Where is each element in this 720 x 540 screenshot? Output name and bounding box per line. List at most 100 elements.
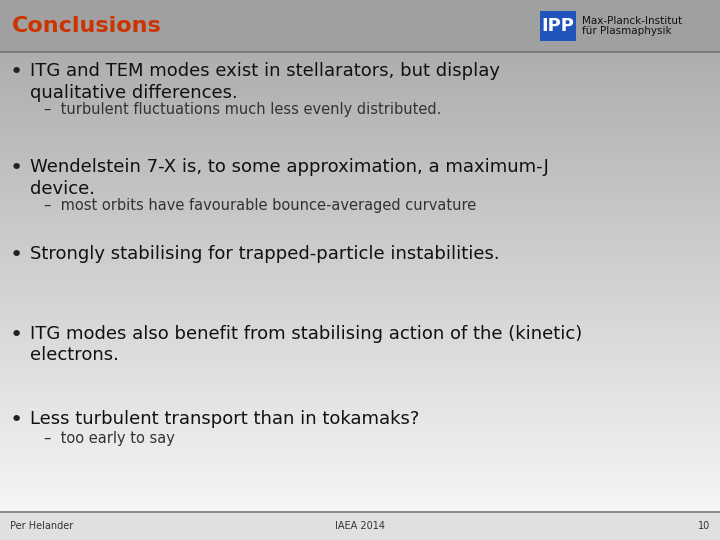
Bar <box>0 180 720 183</box>
Bar <box>0 155 720 158</box>
Bar <box>0 130 720 132</box>
Bar <box>0 309 720 312</box>
Bar <box>0 192 720 194</box>
Bar <box>0 176 720 179</box>
Text: •: • <box>9 62 22 82</box>
Bar <box>0 504 720 508</box>
Bar <box>0 424 720 427</box>
Bar <box>0 134 720 137</box>
Bar <box>0 339 720 342</box>
Bar <box>0 231 720 234</box>
Bar <box>0 173 720 176</box>
Text: für Plasmaphysik: für Plasmaphysik <box>582 26 672 36</box>
Bar <box>0 463 720 466</box>
Bar <box>0 312 720 314</box>
Bar <box>0 415 720 418</box>
Bar <box>0 123 720 126</box>
Bar <box>0 325 720 328</box>
Bar <box>0 197 720 199</box>
Bar <box>0 120 720 123</box>
Bar <box>0 461 720 464</box>
Bar <box>0 403 720 406</box>
Bar <box>0 206 720 208</box>
Bar <box>0 427 720 429</box>
Bar <box>0 235 720 238</box>
Bar <box>0 224 720 227</box>
Bar <box>0 332 720 335</box>
Bar <box>0 362 720 365</box>
Bar <box>0 95 720 98</box>
Text: Strongly stabilising for trapped-particle instabilities.: Strongly stabilising for trapped-particl… <box>30 245 500 263</box>
Text: Max-Planck-Institut: Max-Planck-Institut <box>582 16 682 25</box>
Bar <box>0 486 720 489</box>
Bar <box>0 284 720 287</box>
Bar <box>0 139 720 141</box>
Bar <box>0 208 720 211</box>
Bar <box>0 512 720 540</box>
Bar <box>0 226 720 229</box>
Bar <box>0 277 720 280</box>
Bar <box>0 245 720 247</box>
Bar <box>0 272 720 275</box>
Bar <box>0 65 720 68</box>
Bar <box>0 171 720 174</box>
Bar <box>0 70 720 73</box>
Bar <box>0 350 720 353</box>
Bar <box>0 222 720 225</box>
Bar <box>0 420 720 422</box>
Bar <box>0 254 720 256</box>
Bar <box>0 360 720 362</box>
Bar <box>0 337 720 340</box>
Bar <box>0 215 720 218</box>
Bar <box>0 378 720 381</box>
Bar <box>0 380 720 383</box>
Bar <box>0 482 720 484</box>
Bar <box>0 307 720 309</box>
Bar <box>0 502 720 505</box>
Bar <box>0 295 720 298</box>
Bar <box>0 132 720 135</box>
Bar <box>0 259 720 261</box>
Bar <box>0 157 720 160</box>
Bar <box>0 489 720 491</box>
Bar <box>0 484 720 487</box>
Bar <box>0 249 720 252</box>
Bar <box>0 252 720 254</box>
Bar <box>540 11 576 41</box>
Bar <box>0 194 720 197</box>
Bar <box>0 238 720 241</box>
Bar <box>0 472 720 475</box>
Bar <box>0 507 720 510</box>
Bar <box>0 387 720 390</box>
Bar <box>0 109 720 112</box>
Bar <box>0 298 720 300</box>
Bar <box>0 454 720 457</box>
Bar <box>0 169 720 172</box>
Bar <box>0 91 720 93</box>
Bar <box>0 116 720 119</box>
Text: •: • <box>9 158 22 178</box>
Bar <box>0 72 720 75</box>
Bar <box>0 440 720 443</box>
Bar <box>0 268 720 271</box>
Bar <box>0 456 720 459</box>
Bar <box>0 75 720 77</box>
Bar <box>0 137 720 139</box>
Text: •: • <box>9 410 22 430</box>
Bar <box>0 144 720 146</box>
Bar <box>0 399 720 402</box>
Bar <box>0 160 720 163</box>
Bar <box>0 314 720 316</box>
Bar <box>0 458 720 461</box>
Bar <box>0 477 720 480</box>
Bar <box>0 107 720 110</box>
Bar <box>0 371 720 374</box>
Bar <box>0 321 720 323</box>
Bar <box>0 77 720 79</box>
Bar <box>0 113 720 117</box>
Bar <box>0 293 720 296</box>
Bar <box>0 58 720 61</box>
Bar <box>0 102 720 105</box>
Bar <box>0 256 720 259</box>
Bar <box>0 445 720 448</box>
